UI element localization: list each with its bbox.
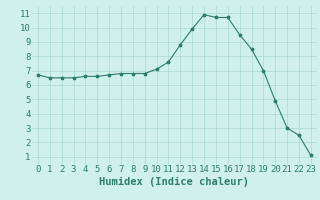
X-axis label: Humidex (Indice chaleur): Humidex (Indice chaleur) bbox=[100, 177, 249, 187]
